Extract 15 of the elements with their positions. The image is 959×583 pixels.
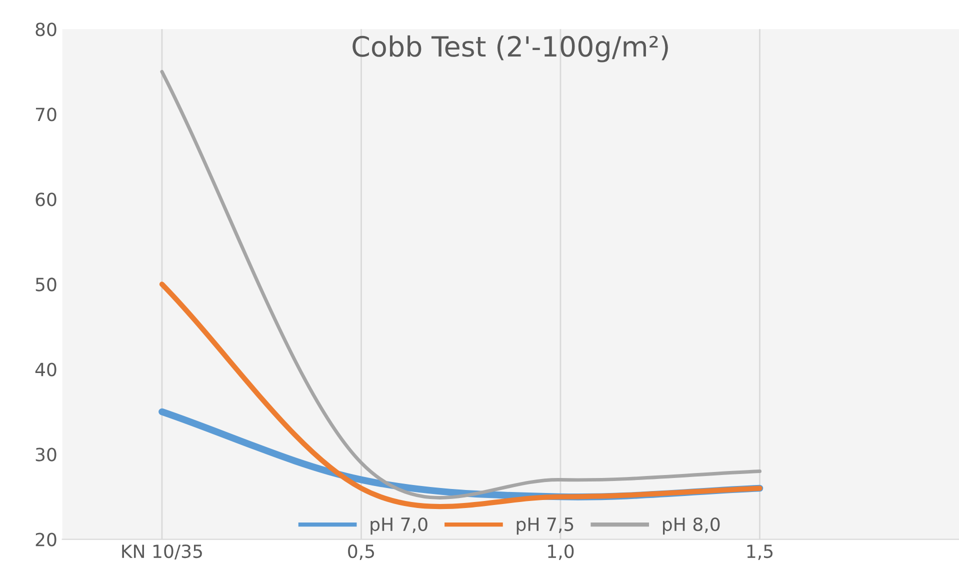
y-tick-label: 60 [36,192,56,206]
y-tick-label: 50 [36,278,56,292]
y-tick-label: 70 [36,108,56,122]
y-tick-label: 40 [35,362,56,376]
x-tick-label: 0,5 [348,544,374,560]
y-tick-label: 20 [36,532,56,546]
x-tick-label: KN 10/35 [122,544,202,560]
y-tick-label: 30 [36,448,56,462]
x-tick-label: 1,0 [548,544,574,560]
legend-label: pH 7,0 [370,517,428,535]
chart-title: Cobb Test (2'-100g/m²) [352,35,668,62]
y-tick-label: 80 [36,22,56,36]
legend-label: pH 7,5 [516,518,574,535]
x-tick-label: 1,5 [747,544,773,560]
legend-label: pH 8,0 [663,517,720,535]
